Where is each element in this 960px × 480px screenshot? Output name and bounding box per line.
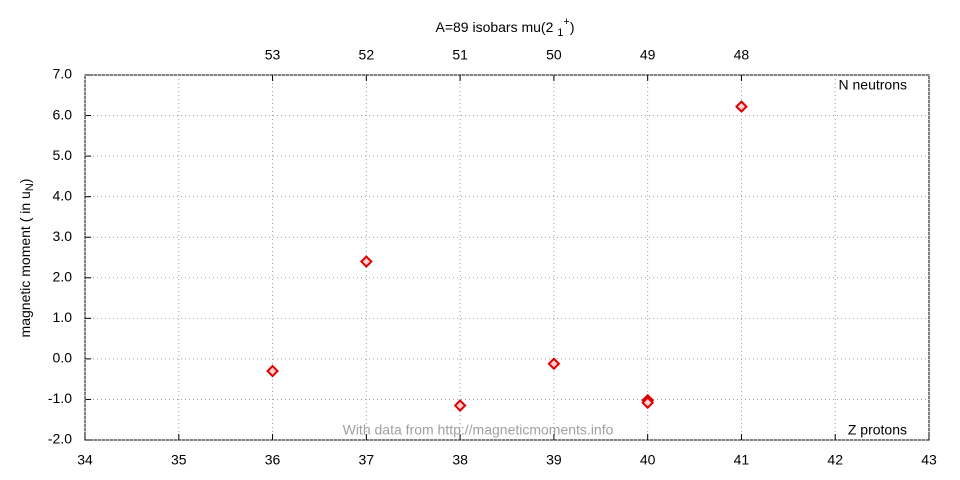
y-tick-label: 0.0 — [53, 350, 73, 366]
y-tick-label: 2.0 — [53, 268, 73, 284]
data-point — [641, 396, 655, 410]
x2-tick-label: 52 — [359, 47, 375, 63]
x-tick-label: 35 — [171, 452, 187, 468]
y-tick-label: -2.0 — [48, 431, 72, 447]
data-point — [547, 357, 561, 371]
title-superscript: + — [563, 16, 569, 28]
x-tick-label: 36 — [265, 452, 281, 468]
title-text: A=89 isobars mu(2 — [435, 19, 557, 35]
x2-axis-label: N neutrons — [839, 77, 907, 93]
data-point — [266, 364, 279, 378]
plot-frame — [84, 74, 930, 441]
x-tick-label: 42 — [827, 452, 843, 468]
x-tick-label: 40 — [640, 452, 656, 468]
x2-tick-label: 50 — [546, 47, 562, 63]
x-axis-label: Z protons — [848, 422, 907, 438]
x-tick-label: 37 — [359, 452, 375, 468]
watermark: With data from http://magneticmoments.in… — [343, 422, 614, 438]
y-label-suffix: ) — [17, 179, 33, 184]
chart-title: A=89 isobars mu(2 1+) — [435, 16, 574, 39]
x-tick-label: 39 — [546, 452, 562, 468]
y-tick-label: 5.0 — [53, 147, 73, 163]
title-subscript: 1 — [557, 27, 563, 39]
data-point — [359, 255, 373, 268]
y-axis-label: magnetic moment ( in uN) — [17, 179, 36, 338]
y-tick-label: -1.0 — [48, 390, 72, 406]
x2-tick-label: 53 — [265, 47, 281, 63]
y-label-subscript: N — [24, 183, 36, 191]
x-tick-label: 43 — [921, 452, 937, 468]
y-tick-label: 3.0 — [53, 228, 73, 244]
y-tick-label: 7.0 — [53, 66, 73, 82]
y-tick-label: 4.0 — [53, 187, 73, 203]
x2-tick-label: 51 — [452, 47, 468, 63]
x2-tick-label: 49 — [640, 47, 656, 63]
y-tick-label: 1.0 — [53, 309, 73, 325]
title-suffix: ) — [570, 19, 575, 35]
y-tick-label: 6.0 — [53, 106, 73, 122]
data-point — [453, 399, 467, 412]
x-tick-label: 34 — [77, 452, 93, 468]
x-tick-label: 38 — [452, 452, 468, 468]
data-point — [735, 100, 748, 114]
y-label-text: magnetic moment ( in u — [17, 191, 33, 337]
x-tick-label: 41 — [734, 452, 750, 468]
x2-tick-label: 48 — [734, 47, 750, 63]
